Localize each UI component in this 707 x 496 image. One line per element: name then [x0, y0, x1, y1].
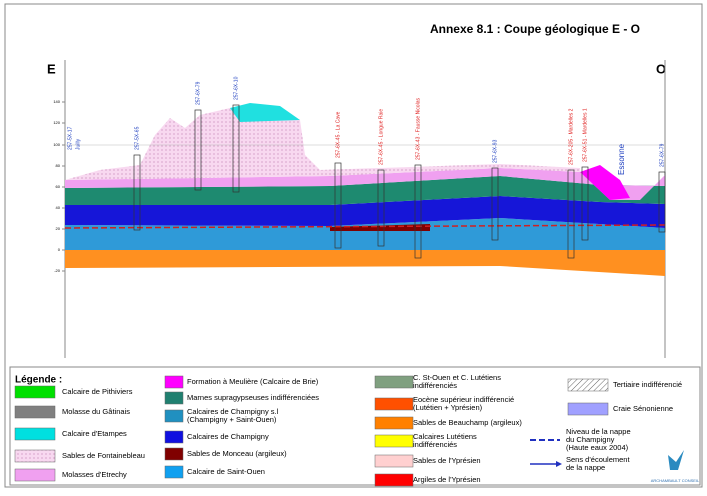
axis-tick-label: 120: [53, 120, 60, 125]
legend-swatch: [374, 434, 414, 448]
well-label: Juilly: [75, 138, 81, 150]
legend-swatch: [164, 447, 184, 461]
well: [581, 166, 589, 241]
legend-swatch: [164, 430, 184, 444]
well: [567, 169, 575, 259]
water-level: [64, 224, 666, 229]
legend-label: Eocène supérieur indifférencié: [413, 395, 514, 404]
legend-swatch: [374, 473, 414, 487]
layer: [65, 168, 665, 200]
legend-label: (Lutétien + Yprésien): [413, 403, 483, 412]
legend-swatch: [164, 465, 184, 479]
legend-label: (Champigny + Saint-Ouen): [187, 415, 277, 424]
legend-swatch: [374, 416, 414, 430]
well-label: Essonne: [617, 143, 626, 175]
logo: ARCHAMBAULT CONSEIL: [651, 478, 700, 483]
axis-tick-label: -20: [54, 268, 61, 273]
well-label: 257-6X-79: [195, 81, 201, 105]
well: [334, 162, 342, 249]
legend-label: de la nappe: [566, 463, 605, 472]
well-label: 257-6X-43 - Fausse Nicolas: [415, 98, 421, 160]
well-label: 257-6X-93: [492, 139, 498, 163]
logo-mark: [668, 450, 684, 470]
legend-swatch: [14, 468, 56, 482]
legend-label: du Champigny: [566, 435, 615, 444]
well-label: 257-5X-17: [67, 126, 73, 150]
legend-label: C. St-Ouen et C. Lutétiens: [413, 373, 501, 382]
legend-swatch: [14, 427, 56, 441]
legend-swatch: [14, 405, 56, 419]
legend-label: Molasses d'Etrechy: [62, 470, 127, 479]
well-label: 257-6X-45 - La Cave: [335, 111, 341, 158]
legend-box: [9, 366, 701, 486]
well-label: 257-6X-45 - Longue Raie: [378, 109, 384, 165]
legend-swatch: [374, 397, 414, 411]
axis-tick-label: 40: [56, 205, 61, 210]
west-label: O: [656, 61, 666, 76]
well: [232, 104, 240, 193]
legend-title: Légende :: [15, 375, 62, 386]
well: [491, 167, 499, 241]
layer: [65, 250, 665, 276]
axis-tick-label: 0: [58, 247, 61, 252]
section: [64, 60, 666, 358]
legend-swatch: [374, 375, 414, 389]
layer: [330, 224, 430, 231]
well: [658, 171, 666, 233]
frame: [4, 3, 703, 488]
axis-tick-label: 60: [56, 184, 61, 189]
legend-label: Formation à Meulière (Calcaire de Brie): [187, 377, 319, 386]
well-label: 257-5X-65: [134, 126, 140, 150]
legend-label: (Haute eaux 2004): [566, 443, 629, 452]
legend-label: Marnes supragypseuses indifférenciées: [187, 393, 319, 402]
legend-label: Calcaire d'Etampes: [62, 429, 127, 438]
legend-label: Sables de Beauchamp (argileux): [413, 418, 522, 427]
legend-swatch: [567, 378, 609, 392]
well: [377, 169, 385, 247]
well: [414, 164, 422, 259]
well-label: 257-6X-51 - Mardelles 1: [582, 108, 588, 162]
legend-label: Argiles de l'Yprésien: [413, 475, 481, 484]
layer: [65, 196, 665, 228]
layer: [230, 103, 300, 122]
legend-swatch: [164, 391, 184, 405]
legend-label: Calcaire de Saint-Ouen: [187, 467, 265, 476]
legend-swatch: [164, 375, 184, 389]
well-label: 257-6X-10: [233, 76, 239, 100]
legend-label: Molasse du Gâtinais: [62, 407, 130, 416]
legend-swatch: [567, 402, 609, 416]
legend-label: Tertiaire indifférencié: [613, 380, 682, 389]
well: [194, 109, 202, 191]
axis-tick-label: 80: [56, 163, 61, 168]
legend-label: Calcaires Lutétiens: [413, 432, 477, 441]
legend-label: Niveau de la nappe: [566, 427, 631, 436]
legend-symbol: [556, 461, 562, 467]
layer: [65, 108, 580, 180]
legend-label: indifférenciés: [413, 381, 457, 390]
legend-label: Sables de l'Yprésien: [413, 456, 481, 465]
layer: [65, 176, 665, 205]
legend-label: Sables de Monceau (argileux): [187, 449, 287, 458]
well-label: 257-6X-205 - Mardelles 2: [568, 108, 574, 165]
east-label: E: [47, 61, 56, 76]
legend-label: Craie Sénonienne: [613, 404, 673, 413]
axis-tick-label: 140: [53, 99, 60, 104]
well: [133, 154, 141, 231]
legend-swatch: [14, 449, 56, 463]
title: Annexe 8.1 : Coupe géologique E - O: [430, 22, 640, 36]
well-label: 257-6X-79: [659, 143, 665, 167]
axis-tick-label: 20: [56, 226, 61, 231]
legend-swatch: [164, 409, 184, 423]
axis-tick-label: 100: [53, 142, 60, 147]
legend-swatch: [374, 454, 414, 468]
legend-swatch: [14, 385, 56, 399]
layer: [580, 165, 630, 200]
legend-label: Sens d'écoulement: [566, 455, 630, 464]
legend-label: Calcaire de Pithiviers: [62, 387, 133, 396]
legend-label: Calcaires de Champigny s.l: [187, 407, 279, 416]
legend-label: indifférenciés: [413, 440, 457, 449]
legend-label: Calcaires de Champigny: [187, 432, 269, 441]
legend-label: Sables de Fontainebleau: [62, 451, 145, 460]
